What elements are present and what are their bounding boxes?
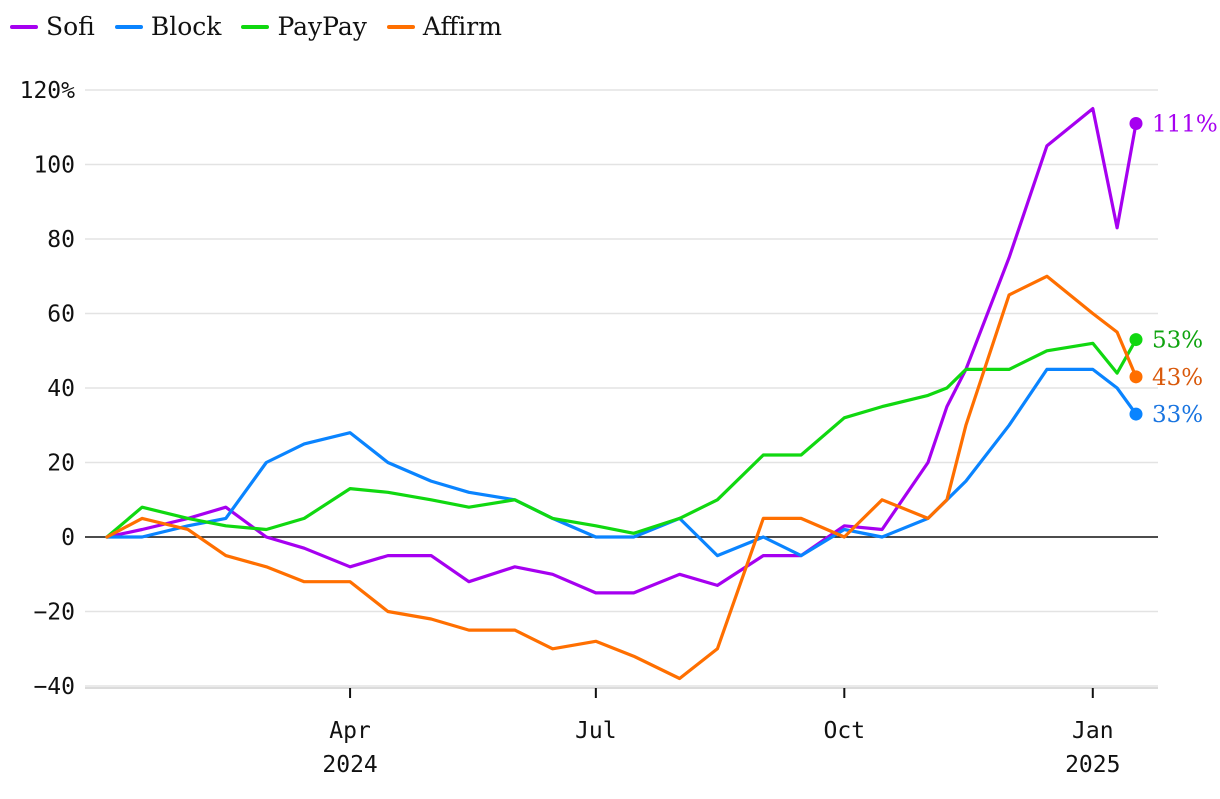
y-tick-label: 20 [47,451,75,477]
legend-swatch [241,24,270,29]
y-tick-label: 80 [47,227,75,253]
end-label-paypay: 53% [1152,328,1203,354]
legend-item-block: Block [114,12,222,41]
legend-item-paypay: PayPay [241,12,367,41]
legend: Sofi Block PayPay Affirm [10,12,502,41]
y-tick-label: −40 [33,674,75,700]
x-tick-label: Apr [329,718,371,744]
legend-item-sofi: Sofi [10,12,95,41]
legend-label: Affirm [422,12,502,41]
end-point-affirm [1129,370,1143,384]
legend-swatch [114,24,143,29]
legend-swatch [386,24,415,29]
legend-label: Sofi [46,12,95,41]
y-tick-label: 0 [61,525,75,551]
end-point-sofi [1129,117,1143,131]
legend-item-affirm: Affirm [386,12,502,41]
y-tick-label: 120% [20,78,76,104]
series-line-block [105,367,1138,558]
y-tick-label: 40 [47,376,75,402]
y-tick-label: 100 [33,153,75,179]
x-tick-label: Jan [1072,718,1114,744]
legend-label: PayPay [277,12,367,41]
end-label-block: 33% [1152,402,1203,428]
x-tick-label: Oct [824,718,866,744]
y-tick-label: 60 [47,302,75,328]
series-line-sofi [105,106,1138,595]
legend-swatch [10,24,38,29]
series-line-paypay [105,338,1138,539]
series-line-affirm [105,274,1138,681]
end-point-block [1129,407,1143,421]
legend-label: Block [150,12,222,41]
x-tick-label: Jul [575,718,617,744]
y-tick-label: −20 [33,600,75,626]
end-label-affirm: 43% [1152,365,1203,391]
x-tick-year-label: 2025 [1065,752,1120,778]
end-label-sofi: 111% [1152,112,1218,138]
end-point-paypay [1129,333,1143,347]
x-tick-year-label: 2024 [322,752,377,778]
